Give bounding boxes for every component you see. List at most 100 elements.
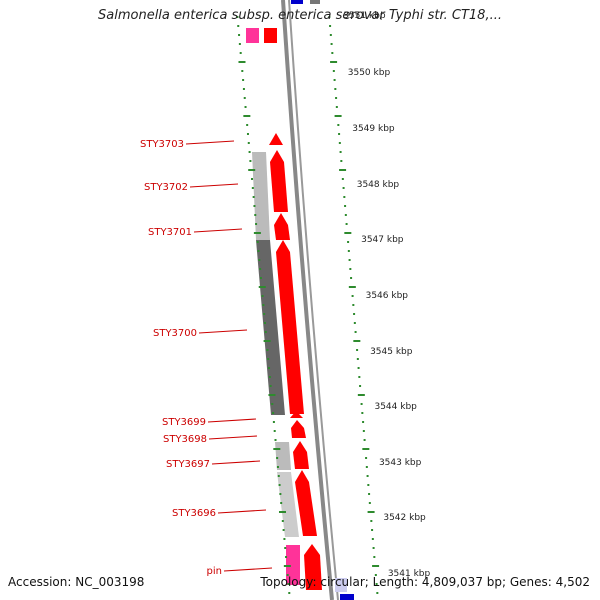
skew-dash [286, 574, 289, 576]
skew-dash [243, 97, 246, 99]
skew-dash [371, 529, 374, 531]
skew-dash [246, 124, 249, 126]
skew-dash [263, 340, 271, 342]
skew-dash [335, 106, 338, 108]
skew-dash [348, 259, 351, 261]
skew-dash [277, 475, 280, 477]
skew-dash [359, 385, 362, 387]
skew-dash [249, 160, 252, 162]
gene-label: STY3702 [144, 182, 188, 193]
gene-arrow-pin-red [304, 544, 322, 590]
skew-dash [271, 403, 274, 405]
skew-dash [251, 187, 254, 189]
skew-dash [261, 295, 264, 297]
skew-dash [370, 520, 373, 522]
skew-dash [347, 241, 350, 243]
gene-label: STY3700 [153, 328, 197, 339]
bottom-grey-marker [335, 578, 347, 592]
skew-dash [284, 547, 287, 549]
skew-dash [357, 394, 365, 396]
skew-dash [278, 484, 281, 486]
skew-dash [338, 133, 341, 135]
skew-dash [338, 142, 341, 144]
skew-dash [247, 142, 250, 144]
kbp-tick-label: 3546 kbp [366, 291, 409, 301]
kbp-tick-label: 3543 kbp [379, 458, 422, 468]
gene-leader-line [189, 183, 239, 188]
gene-label: STY3697 [166, 459, 210, 470]
skew-dash [352, 304, 355, 306]
gene-leader-line [208, 435, 258, 440]
skew-dash [257, 250, 260, 252]
skew-dash [241, 70, 244, 72]
skew-dash [283, 565, 291, 567]
skew-dash [351, 295, 354, 297]
skew-dash [342, 187, 345, 189]
skew-dash [375, 583, 378, 585]
kbp-tick-label: 3550 kbp [348, 68, 391, 78]
skew-dash [264, 331, 267, 333]
gene-label: STY3701 [148, 227, 192, 238]
skew-dash [236, 16, 239, 18]
skew-dash [330, 43, 333, 45]
skew-dash [238, 43, 241, 45]
gc-skew-right [328, 16, 380, 594]
skew-dash [366, 475, 369, 477]
gene-arrow-STY3698 [291, 420, 306, 438]
gene-leader-line [193, 228, 243, 233]
skew-dash [242, 79, 245, 81]
skew-dash [358, 376, 361, 378]
gene-leader-line [211, 460, 261, 465]
skew-dash [268, 394, 276, 396]
skew-dash [328, 16, 331, 18]
skew-dash [361, 412, 364, 414]
skew-dash [285, 556, 288, 558]
skew-dash [288, 592, 291, 594]
gene-leader-line [185, 140, 235, 145]
backbone-arc [281, 0, 334, 600]
kbp-tick-label: 3542 kbp [383, 513, 426, 523]
skew-dash [357, 367, 360, 369]
skew-dash [365, 457, 368, 459]
gc-bar-dark [256, 240, 285, 415]
skew-dash [340, 160, 343, 162]
skew-dash [373, 556, 376, 558]
skew-dash [330, 61, 338, 63]
kbp-tick-label: 3549 kbp [352, 124, 395, 134]
gene-label: STY3703 [140, 139, 184, 150]
skew-dash [254, 214, 257, 216]
gene-arrow-STY3699 [290, 411, 303, 418]
skew-dash [367, 511, 375, 513]
skew-dash [334, 88, 337, 90]
top-blue-marker [291, 0, 303, 4]
skew-dash [329, 34, 332, 36]
skew-dash [376, 592, 379, 594]
skew-dash [344, 205, 347, 207]
skew-dash [259, 277, 262, 279]
skew-dash [334, 115, 342, 117]
skew-dash [283, 538, 286, 540]
skew-dash [273, 448, 281, 450]
skew-dash [282, 529, 285, 531]
bottom-blue-marker [340, 594, 354, 600]
gene-label: pin [207, 566, 222, 577]
skew-dash [248, 169, 256, 171]
gene-leader-line [207, 418, 257, 423]
skew-dash [337, 124, 340, 126]
skew-dash [354, 331, 357, 333]
backbone-arc-inner [288, 0, 339, 600]
gene-labels: STY3703 STY3702 STY3701 STY3700 STY3699 STY36… [140, 139, 273, 577]
skew-dash [356, 358, 359, 360]
gene-label: STY3699 [162, 417, 206, 428]
pink-feature-pin [286, 545, 300, 585]
gene-leader-line [217, 509, 267, 514]
skew-dash [344, 214, 347, 216]
kbp-tick-label: 3551 kbp [343, 11, 386, 21]
gc-bar-light-1 [252, 152, 270, 240]
gene-arrow-STY3696 [295, 470, 317, 536]
accession-label: Accession: NC_003198 [8, 575, 145, 589]
skew-dash [268, 376, 271, 378]
skew-dash [368, 493, 371, 495]
skew-dash [343, 196, 346, 198]
